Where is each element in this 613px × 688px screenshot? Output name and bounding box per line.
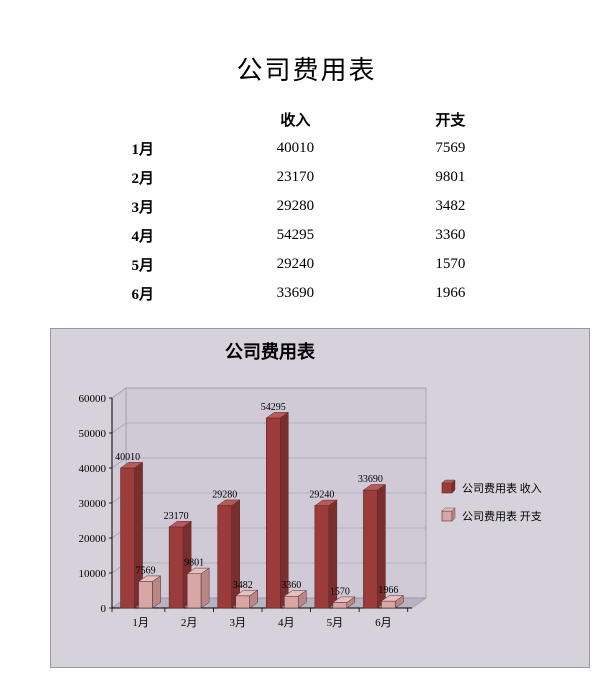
row-header: 3月 (92, 192, 212, 221)
svg-text:30000: 30000 (79, 498, 107, 510)
cell: 40010 (212, 134, 380, 163)
svg-text:公司费用表 收入: 公司费用表 收入 (462, 481, 542, 495)
svg-text:9801: 9801 (184, 558, 204, 569)
svg-text:20000: 20000 (79, 533, 107, 545)
svg-text:2月: 2月 (181, 617, 198, 629)
svg-text:40010: 40010 (115, 452, 140, 463)
svg-text:1570: 1570 (330, 587, 350, 598)
svg-text:3482: 3482 (233, 580, 253, 591)
svg-text:4月: 4月 (278, 617, 295, 629)
svg-text:5月: 5月 (327, 617, 344, 629)
svg-text:6月: 6月 (375, 617, 392, 629)
col-header-expense: 开支 (379, 105, 521, 134)
svg-text:公司费用表: 公司费用表 (225, 341, 316, 362)
svg-text:50000: 50000 (79, 428, 107, 440)
cell: 3482 (379, 192, 521, 221)
row-header: 6月 (92, 279, 212, 308)
cell: 3360 (379, 221, 521, 250)
col-header-income: 收入 (212, 105, 380, 134)
table-row: 4月542953360 (92, 221, 522, 250)
svg-text:公司费用表 开支: 公司费用表 开支 (462, 509, 542, 523)
svg-text:3月: 3月 (229, 617, 246, 629)
row-header: 5月 (92, 250, 212, 279)
cell: 29280 (212, 192, 380, 221)
svg-text:29280: 29280 (212, 490, 237, 501)
svg-text:60000: 60000 (79, 393, 107, 405)
expense-chart: 公司费用表 0 10000 20000 30000 40000 50000 60000 4001… (50, 328, 590, 668)
svg-text:33690: 33690 (358, 474, 383, 485)
row-header: 4月 (92, 221, 212, 250)
cell: 1966 (379, 279, 521, 308)
cell: 7569 (379, 134, 521, 163)
svg-text:7569: 7569 (136, 566, 156, 577)
cell: 54295 (212, 221, 380, 250)
table-row: 1月400107569 (92, 134, 522, 163)
svg-text:1966: 1966 (378, 585, 398, 596)
svg-text:1月: 1月 (132, 617, 149, 629)
row-header: 2月 (92, 163, 212, 192)
svg-text:10000: 10000 (79, 568, 107, 580)
table-row: 5月292401570 (92, 250, 522, 279)
row-header: 1月 (92, 134, 212, 163)
svg-text:29240: 29240 (309, 490, 334, 501)
svg-text:40000: 40000 (79, 463, 107, 475)
svg-text:3360: 3360 (281, 580, 301, 591)
cell: 23170 (212, 163, 380, 192)
page-title: 公司费用表 (50, 50, 563, 87)
svg-text:23170: 23170 (164, 511, 189, 522)
svg-text:54295: 54295 (261, 402, 286, 413)
cell: 9801 (379, 163, 521, 192)
table-row: 2月231709801 (92, 163, 522, 192)
table-row: 3月292803482 (92, 192, 522, 221)
expense-table: 收入 开支 1月4001075692月2317098013月2928034824… (92, 105, 522, 308)
cell: 1570 (379, 250, 521, 279)
table-row: 6月336901966 (92, 279, 522, 308)
cell: 29240 (212, 250, 380, 279)
svg-text:0: 0 (101, 603, 107, 615)
cell: 33690 (212, 279, 380, 308)
